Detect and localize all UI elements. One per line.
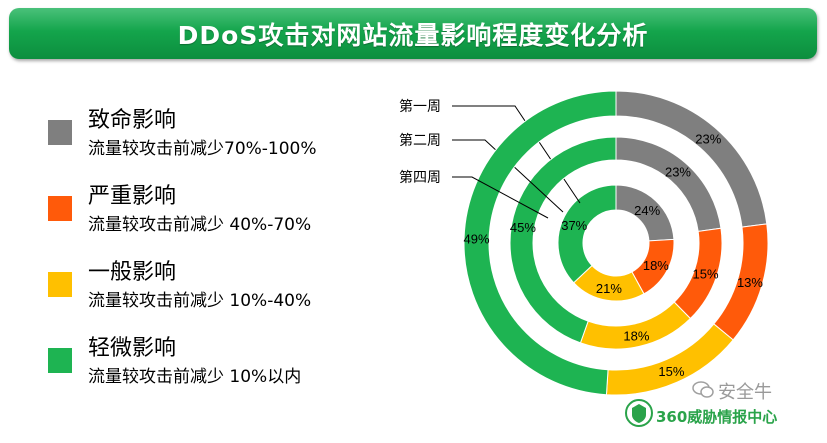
- legend-desc-severe: 流量较攻击前减少 40%-70%: [88, 215, 312, 235]
- leader-line-3: [452, 176, 549, 219]
- legend: 致命影响 流量较攻击前减少70%-100% 严重影响 流量较攻击前减少 40%-…: [48, 98, 368, 402]
- legend-item-severe: 严重影响 流量较攻击前减少 40%-70%: [48, 174, 368, 250]
- legend-swatch-fatal: [48, 120, 72, 145]
- data-label-3-3: 15%: [658, 364, 684, 379]
- legend-item-minor: 轻微影响 流量较攻击前减少 10%以内: [48, 326, 368, 402]
- watermark: 安全牛 360威胁情报中心: [622, 376, 822, 436]
- data-label-1-1: 24%: [634, 203, 660, 218]
- legend-name-fatal: 致命影响: [88, 108, 177, 133]
- donut-segment-3-4: [463, 90, 617, 396]
- legend-item-fatal: 致命影响 流量较攻击前减少70%-100%: [48, 98, 368, 174]
- donut-segment-2-4: [509, 136, 617, 344]
- data-label-1-3: 21%: [596, 281, 622, 296]
- chat-bubble-icon: [692, 381, 714, 398]
- legend-desc-fatal: 流量较攻击前减少70%-100%: [88, 139, 317, 159]
- legend-swatch-severe: [48, 196, 72, 221]
- legend-desc-moderate: 流量较攻击前减少 10%-40%: [88, 291, 312, 311]
- data-label-1-4: 37%: [561, 218, 587, 233]
- legend-desc-minor: 流量较攻击前减少 10%以内: [88, 367, 302, 387]
- data-label-3-1: 23%: [695, 131, 721, 146]
- leader-line-2: [452, 139, 564, 213]
- emblem-logo-icon: [625, 399, 653, 427]
- series-label-2: 第二周: [399, 132, 441, 149]
- data-label-3-4: 49%: [464, 232, 490, 247]
- watermark-top-text: 安全牛: [718, 382, 772, 403]
- series-label-3: 第四周: [399, 169, 441, 186]
- legend-name-minor: 轻微影响: [88, 336, 177, 361]
- legend-name-severe: 严重影响: [88, 184, 177, 209]
- series-label-1: 第一周: [399, 98, 441, 115]
- data-label-2-1: 23%: [665, 165, 691, 180]
- data-label-1-2: 18%: [643, 258, 669, 273]
- data-label-2-2: 15%: [692, 266, 718, 281]
- donut-segment-1-4: [557, 184, 617, 284]
- legend-swatch-moderate: [48, 272, 72, 297]
- legend-name-moderate: 一般影响: [88, 260, 177, 285]
- data-label-3-2: 13%: [737, 275, 763, 290]
- data-label-2-4: 45%: [510, 220, 536, 235]
- watermark-bottom-text: 360威胁情报中心: [656, 408, 778, 426]
- legend-swatch-minor: [48, 348, 72, 373]
- legend-item-moderate: 一般影响 流量较攻击前减少 10%-40%: [48, 250, 368, 326]
- data-label-2-3: 18%: [623, 328, 649, 343]
- title-banner: DDoS攻击对网站流量影响程度变化分析: [9, 8, 817, 59]
- chart-title: DDoS攻击对网站流量影响程度变化分析: [177, 20, 649, 50]
